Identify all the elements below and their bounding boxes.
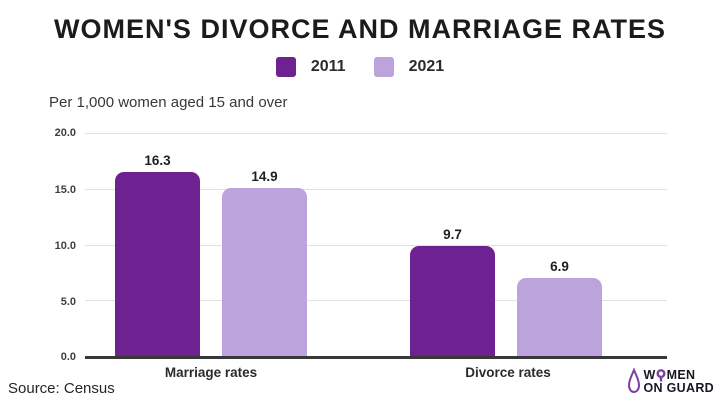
droplet-icon [627, 368, 640, 393]
gridline-5 [85, 300, 667, 302]
bar-column: 16.3 [115, 130, 200, 356]
chart-title: WOMEN'S DIVORCE AND MARRIAGE RATES [54, 14, 666, 44]
category-label-divorce: Divorce rates [465, 365, 551, 380]
bar-divorce-2011 [410, 246, 495, 356]
logo-text: W MEN ON GUARD [643, 367, 714, 395]
legend-swatch-2011 [275, 57, 296, 77]
legend-swatch-2021 [373, 57, 394, 77]
bar-value-label: 6.9 [550, 259, 569, 275]
legend-label-2021: 2021 [408, 58, 445, 75]
bar-value-label: 16.3 [144, 152, 171, 168]
bar-group-divorce: 9.7 6.9 [410, 133, 602, 356]
source-credit: Source: Census [8, 380, 115, 397]
category-label-marriage: Marriage rates [164, 365, 258, 380]
y-tick-5: 5.0 [60, 296, 76, 308]
legend-label-2011: 2011 [310, 58, 346, 75]
gridline-15 [85, 188, 667, 190]
bar-column: 14.9 [222, 130, 307, 356]
legend-item-2021: 2021 [373, 57, 445, 77]
bar-marriage-2011 [115, 171, 200, 356]
legend-item-2011: 2011 [275, 57, 346, 77]
bar-column: 9.7 [410, 130, 495, 356]
bar-column: 6.9 [517, 130, 602, 356]
bar-divorce-2021 [517, 278, 602, 356]
y-tick-20: 20.0 [54, 127, 76, 139]
gridline-10 [85, 244, 667, 246]
bar-marriage-2021 [222, 187, 307, 356]
bar-value-label: 9.7 [443, 227, 462, 243]
bar-value-label: 14.9 [251, 168, 278, 184]
gridline-20 [85, 133, 667, 134]
y-tick-10: 10.0 [54, 240, 76, 252]
logo-w: W [643, 367, 656, 382]
female-symbol-icon [656, 368, 666, 381]
logo-line-1: W MEN [643, 367, 714, 382]
plot-area: 16.3 14.9 9.7 6.9 [85, 133, 667, 359]
logo-line-2: ON GUARD [643, 380, 714, 395]
logo-men: MEN [666, 367, 696, 382]
axis-units-label: Per 1,000 women aged 15 and over [49, 94, 288, 111]
women-on-guard-logo: W MEN ON GUARD [627, 368, 714, 395]
y-tick-15: 15.0 [54, 184, 76, 196]
y-tick-0: 0.0 [60, 351, 76, 363]
logo-on-guard: ON GUARD [643, 380, 714, 395]
bar-group-marriage: 16.3 14.9 [115, 133, 307, 356]
legend: 2011 2021 [0, 57, 720, 77]
